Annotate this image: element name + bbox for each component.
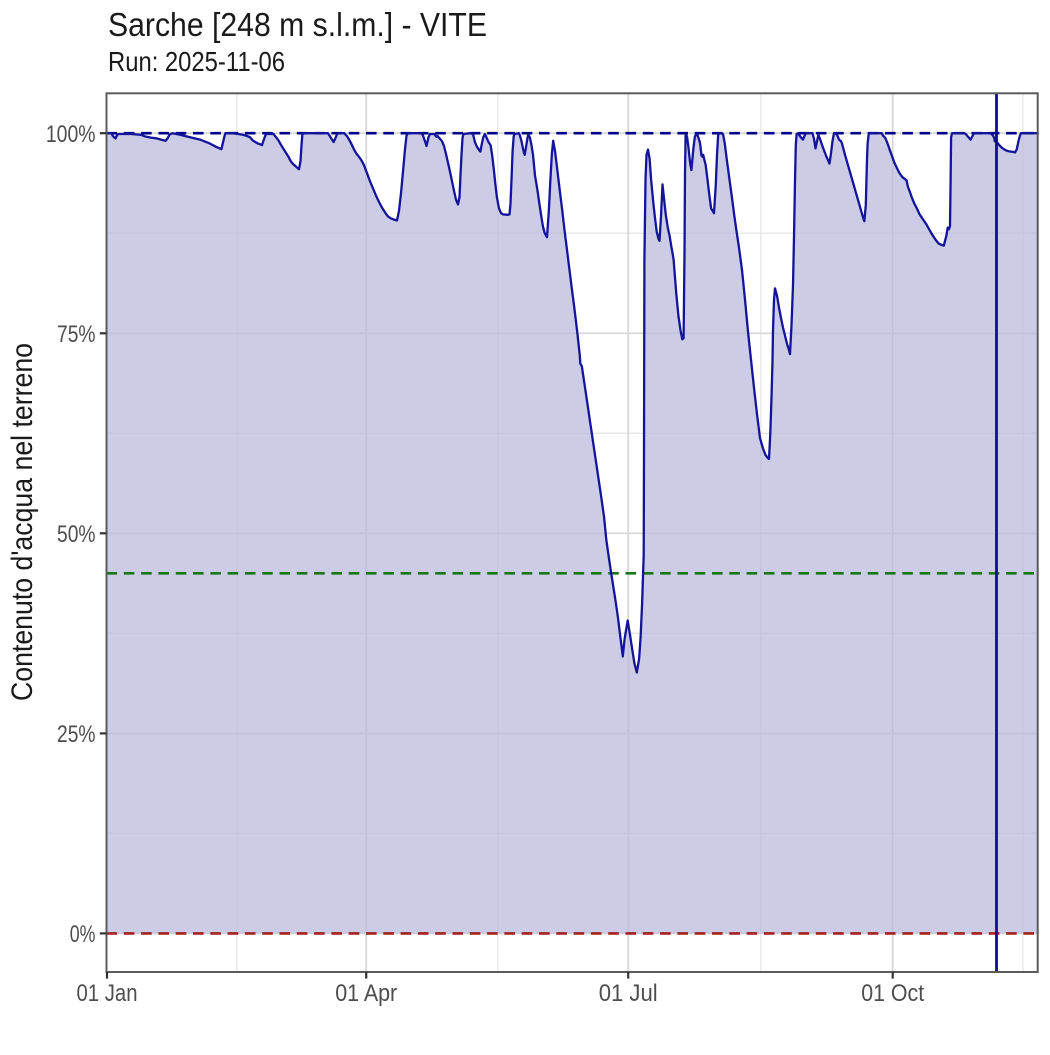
svg-text:Run: 2025-11-06: Run: 2025-11-06 [108,46,285,77]
svg-text:0%: 0% [70,921,96,948]
svg-text:50%: 50% [57,521,96,548]
svg-text:100%: 100% [46,121,96,148]
svg-text:01 Oct: 01 Oct [861,980,924,1007]
svg-text:01 Jan: 01 Jan [77,980,138,1007]
svg-text:Sarche [248 m s.l.m.] - VITE: Sarche [248 m s.l.m.] - VITE [108,6,487,43]
svg-text:Contenuto d'acqua nel terreno: Contenuto d'acqua nel terreno [6,343,39,701]
svg-text:25%: 25% [57,721,96,748]
svg-text:75%: 75% [57,321,96,348]
svg-text:01 Jul: 01 Jul [599,980,658,1007]
svg-text:01 Apr: 01 Apr [335,980,397,1007]
